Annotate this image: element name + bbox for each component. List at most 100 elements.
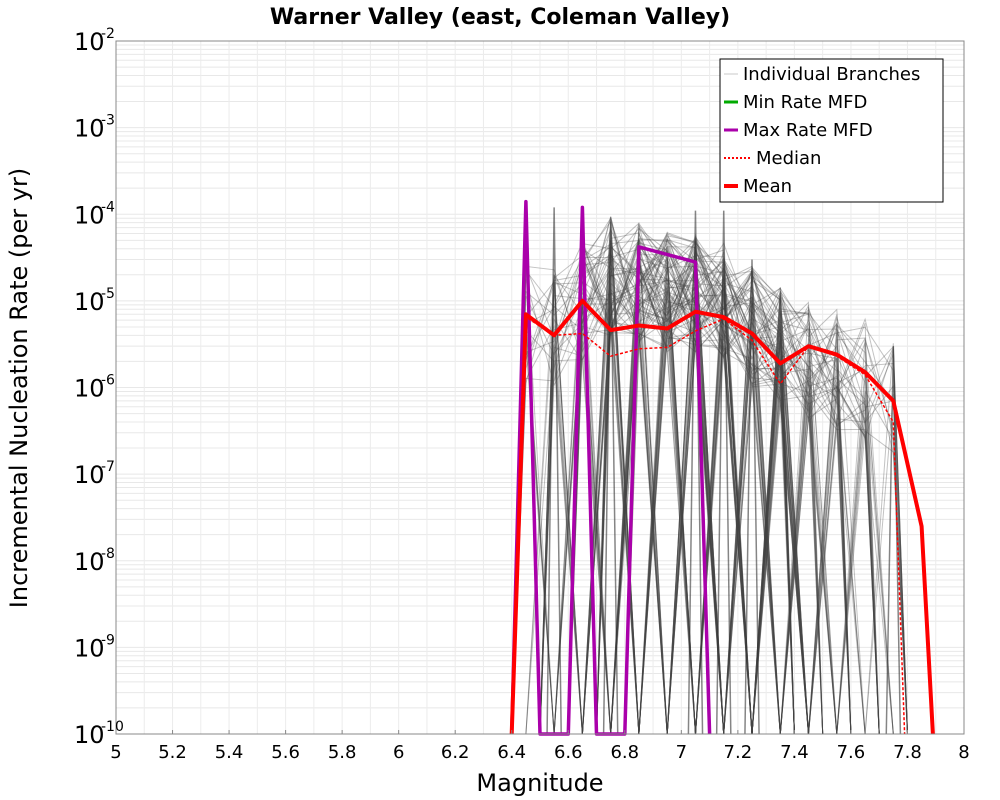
branch-line [539,220,880,735]
branch-line [511,246,824,735]
branch-line [624,237,908,735]
branch-line [511,260,824,735]
y-tick-exponent: -8 [101,546,115,562]
branch-line [511,259,908,735]
y-tick-exponent: -5 [101,286,115,302]
branch-line [624,251,795,735]
y-tick-base: 10 [74,548,105,576]
branch-line [511,239,795,735]
x-tick-label: 6.2 [441,742,470,763]
x-tick-label: 8 [958,742,969,763]
branch-line [624,273,908,735]
branch-spike [744,259,760,735]
x-tick-label: 7.8 [893,742,922,763]
branch-line [511,251,795,735]
legend-box [719,58,944,203]
y-tick-label: 10-7 [74,459,115,489]
branch-line [624,251,795,735]
x-axis-label: Magnitude [476,769,603,797]
branch-line [624,263,908,735]
plot-frame [115,40,965,735]
series-mean-line [509,298,935,735]
branch-line [567,238,908,735]
branch-spike [602,240,619,735]
legend-label: Min Rate MFD [743,92,867,113]
y-tick-base: 10 [74,201,105,229]
y-tick-base: 10 [74,634,105,662]
branch-spike [687,210,704,735]
branch-line [568,258,908,735]
y-axis-label: Incremental Nucleation Rate (per yr) [5,168,33,608]
branch-line [567,251,908,735]
branch-line [511,233,795,735]
legend-label: Individual Branches [743,64,920,85]
y-tick-label: 10-10 [74,719,124,749]
branch-line [539,223,795,735]
branch-line [511,234,795,735]
series-max-rate-mfd-line [509,199,712,736]
x-tick-label: 7.6 [837,742,866,763]
branch-line [539,227,880,735]
y-tick-exponent: -7 [101,459,115,475]
x-axis-ticks: 5 5.2 5.4 5.6 5.8 6 6.2 6.4 6.6 6.8 7 7.2 7.4 7.6 7.8 8 [110,730,970,763]
y-tick-exponent: -9 [101,632,115,648]
branch-line [568,221,852,735]
x-tick-label: 5.8 [328,742,357,763]
branch-line [511,216,795,735]
branch-line [596,229,824,735]
y-tick-label: 10-3 [74,113,115,143]
branch-line [511,283,852,735]
branch-line [596,250,795,735]
branch-line [511,235,851,735]
branch-line [539,254,908,735]
branch-line [596,232,880,735]
legend-label: Max Rate MFD [743,120,873,141]
y-tick-exponent: -2 [101,26,115,42]
y-tick-base: 10 [74,721,105,749]
branch-line [596,271,795,735]
branch-line [568,266,908,735]
y-tick-label: 10-5 [74,286,115,316]
y-tick-label: 10-9 [74,632,115,662]
series-layer [509,199,935,736]
branch-line [624,245,823,735]
chart-title: Warner Valley (east, Coleman Valley) [270,5,730,30]
y-tick-exponent: -10 [101,719,124,735]
branch-line [567,243,852,735]
y-tick-exponent: -6 [101,373,115,389]
x-tick-label: 5.6 [271,742,300,763]
y-tick-label: 10-6 [74,373,115,403]
branch-line [624,248,852,735]
branch-line [567,268,795,735]
branch-line [624,257,824,735]
branch-line [567,248,908,735]
branch-spike [715,210,732,735]
y-tick-base: 10 [74,288,105,316]
y-tick-label: 10-8 [74,546,115,576]
branch-spike [885,346,902,735]
legend: Individual Branches Min Rate MFD Max Rate … [719,58,944,203]
branch-line [624,270,852,735]
branch-line [624,276,823,735]
branch-line [511,261,795,735]
branch-line [596,221,823,735]
x-tick-label: 7.4 [780,742,809,763]
y-tick-base: 10 [74,28,105,56]
y-tick-exponent: -3 [101,113,115,129]
branch-line [596,239,908,735]
x-tick-label: 7.2 [724,742,753,763]
branch-line [511,239,823,735]
branch-line [624,224,823,735]
x-tick-label: 6 [393,742,404,763]
branch-line [567,248,908,735]
x-tick-label: 5 [110,742,121,763]
branch-line [567,242,795,735]
branch-line [567,228,908,735]
branch-line [539,220,880,735]
y-tick-exponent: -4 [101,199,115,215]
x-tick-label: 6.8 [610,742,639,763]
branch-line [511,263,852,735]
x-tick-label: 6.6 [554,742,583,763]
